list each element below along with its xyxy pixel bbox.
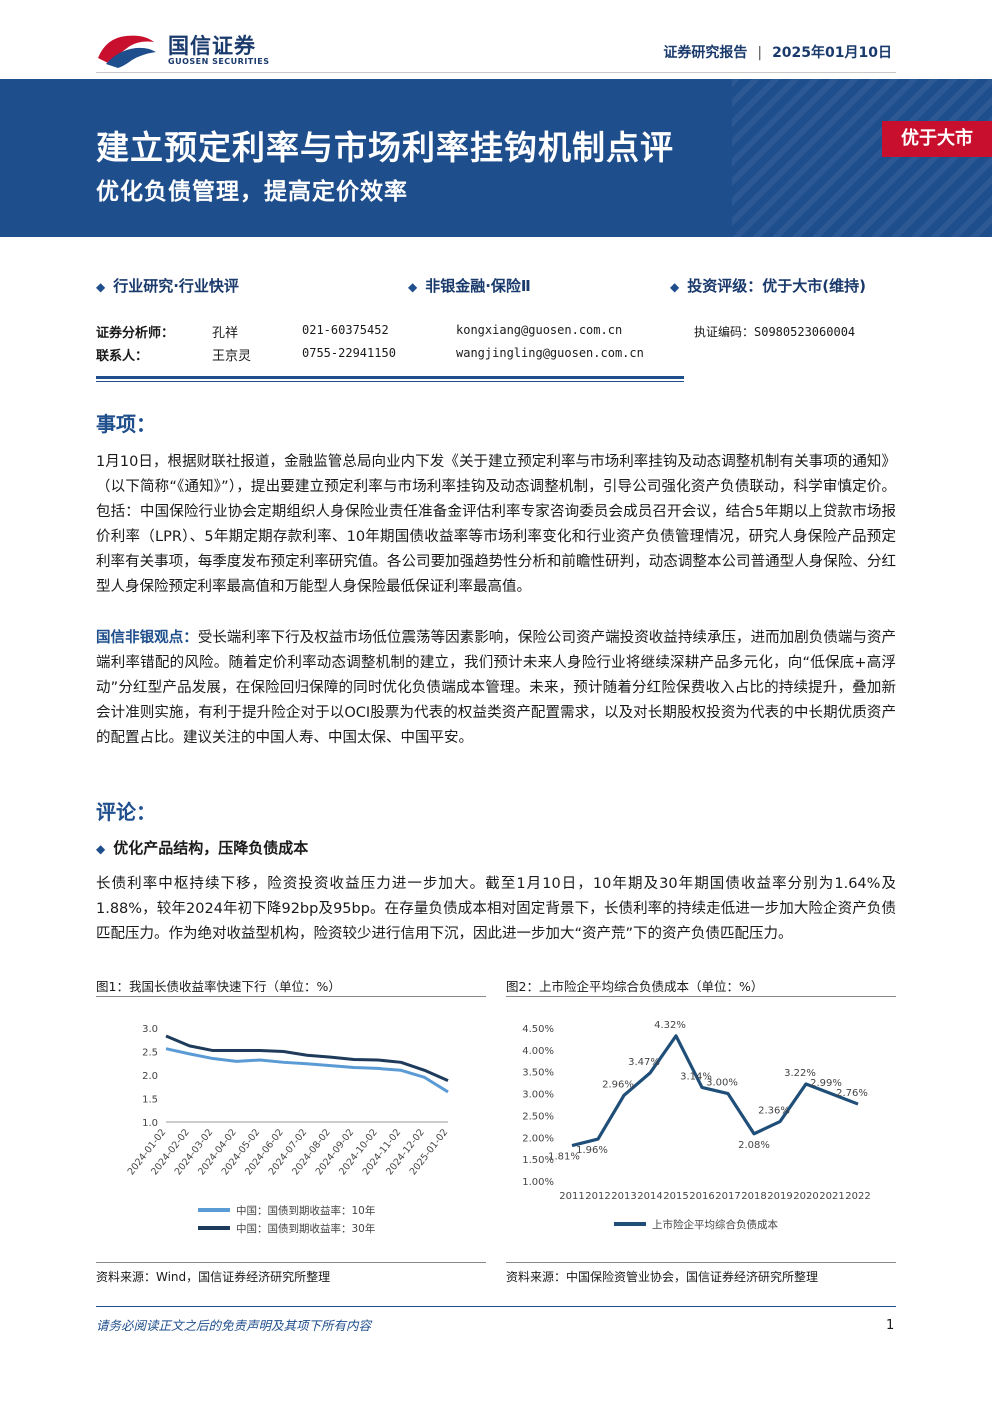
analyst-divider xyxy=(96,376,684,379)
contact-phone: 0755-22941150 xyxy=(302,346,396,360)
legend-label: 上市险企平均综合负债成本 xyxy=(652,1218,778,1231)
analyst-divider-thin xyxy=(96,381,684,382)
data-label: 2.36% xyxy=(758,1106,790,1117)
data-label: 2.99% xyxy=(810,1078,842,1089)
footer-divider xyxy=(96,1306,896,1307)
data-label: 3.47% xyxy=(628,1057,660,1068)
y-tick-label: 1.00% xyxy=(522,1177,554,1188)
diamond-icon: ◆ xyxy=(408,280,418,294)
y-tick-label: 1.5 xyxy=(142,1095,158,1106)
x-tick-label: 2021 xyxy=(819,1191,844,1202)
guosen-logo-icon xyxy=(98,35,156,68)
contact-email[interactable]: wangjingling@guosen.com.cn xyxy=(456,346,644,360)
figure1-source: 资料来源：Wind，国信证券经济研究所整理 xyxy=(96,1270,331,1284)
x-tick-label: 2020 xyxy=(793,1191,818,1202)
legend-label: 中国：国债到期收益率：10年 xyxy=(236,1204,375,1217)
figure2-chart: 4.50% 4.00% 3.50% 3.00% 2.50% 2.00% 1.50% 1.00%… xyxy=(522,1020,871,1231)
x-tick-label: 2019 xyxy=(767,1191,792,1202)
comment-bullet: ◆ 优化产品结构，压降负债成本 xyxy=(96,839,309,857)
data-label: 1.96% xyxy=(576,1145,608,1156)
view-paragraph: 国信非银观点：受长端利率下行及权益市场低位震荡等因素影响，保险公司资产端投资收益… xyxy=(96,626,896,751)
data-label: 2.96% xyxy=(602,1079,634,1090)
event-paragraph: 1月10日，根据财联社报道，金融监管总局向业内下发《关于建立预定利率与市场利率挂… xyxy=(96,454,896,595)
brand-name-en: GUOSEN SECURITIES xyxy=(168,57,270,66)
data-label: 3.22% xyxy=(784,1068,816,1079)
figure2-source: 资料来源：中国保险资管业协会，国信证券经济研究所整理 xyxy=(506,1270,819,1284)
x-tick-label: 2014 xyxy=(637,1191,662,1202)
series-line-1 xyxy=(165,1047,449,1094)
x-tick-label: 2011 xyxy=(559,1191,584,1202)
data-label: 2.08% xyxy=(738,1140,770,1151)
comment-paragraph: 长债利率中枢持续下移，险资投资收益压力进一步加大。截至1月10日，10年期及30… xyxy=(96,876,896,942)
x-tick-label: 2012 xyxy=(585,1191,610,1202)
x-tick-label: 2016 xyxy=(689,1191,714,1202)
analyst-cert: 执证编码：S0980523060004 xyxy=(694,325,856,339)
y-tick-label: 4.00% xyxy=(522,1046,554,1057)
figure1-title: 图1：我国长债收益率快速下行（单位：%） xyxy=(96,979,341,994)
data-label: 1.81% xyxy=(548,1152,580,1163)
category-rating: ◆ 投资评级：优于大市(维持) xyxy=(670,277,866,295)
y-tick-label: 2.50% xyxy=(522,1111,554,1122)
category-industry: ◆ 行业研究·行业快评 xyxy=(96,277,239,295)
data-label: 3.00% xyxy=(706,1078,738,1089)
footer-disclaimer[interactable]: 请务必阅读正文之后的免责声明及其项下所有内容 xyxy=(96,1318,372,1333)
report-meta: 证券研究报告 | 2025年01月10日 xyxy=(663,42,892,62)
y-tick-label: 2.00% xyxy=(522,1133,554,1144)
report-type: 证券研究报告 xyxy=(663,45,748,61)
comment-heading: 评论： xyxy=(96,800,156,824)
x-tick-label: 2022 xyxy=(845,1191,870,1202)
y-tick-label: 1.0 xyxy=(142,1118,158,1129)
y-tick-label: 2.0 xyxy=(142,1071,158,1082)
report-date: 2025年01月10日 xyxy=(772,45,892,61)
data-label: 2.76% xyxy=(836,1088,868,1099)
x-tick-label: 2018 xyxy=(741,1191,766,1202)
y-tick-label: 2.5 xyxy=(142,1048,158,1059)
data-label: 4.32% xyxy=(654,1020,686,1031)
x-tick-label: 2013 xyxy=(611,1191,636,1202)
y-tick-label: 1.50% xyxy=(522,1155,554,1166)
banner-pattern xyxy=(732,79,992,237)
analyst-email[interactable]: kongxiang@guosen.com.cn xyxy=(456,323,623,337)
report-subtitle: 优化负债管理，提高定价效率 xyxy=(96,179,408,205)
rating-badge: 优于大市 xyxy=(882,121,992,157)
series-line-1 xyxy=(571,1034,859,1148)
figure1-bottom-rule xyxy=(96,1262,486,1263)
analyst-phone: 021-60375452 xyxy=(302,323,389,337)
figure2-bottom-rule xyxy=(506,1262,896,1263)
analyst-role: 证券分析师： xyxy=(96,326,175,341)
series-line-2 xyxy=(165,1034,449,1083)
event-heading: 事项： xyxy=(96,412,156,436)
report-title: 建立预定利率与市场利率挂钩机制点评 xyxy=(96,128,674,167)
y-tick-label: 3.0 xyxy=(142,1024,158,1035)
diamond-icon: ◆ xyxy=(670,280,680,294)
y-tick-label: 4.50% xyxy=(522,1024,554,1035)
title-banner: 建立预定利率与市场利率挂钩机制点评 优化负债管理，提高定价效率 优于大市 xyxy=(0,79,992,237)
contact-role: 联系人： xyxy=(96,349,149,364)
figure2-title: 图2：上市险企平均综合负债成本（单位：%） xyxy=(506,979,764,994)
diamond-icon: ◆ xyxy=(96,842,106,856)
figure2-top-rule xyxy=(506,996,896,997)
separator: | xyxy=(757,45,763,61)
view-text: 受长端利率下行及权益市场低位震荡等因素影响，保险公司资产端投资收益持续承压，进而… xyxy=(96,630,896,746)
brand-name-cn: 国信证券 xyxy=(168,34,256,58)
x-tick-label: 2017 xyxy=(715,1191,740,1202)
header-divider xyxy=(96,72,896,73)
y-tick-label: 3.50% xyxy=(522,1068,554,1079)
data-label: 3.14% xyxy=(680,1071,712,1082)
y-tick-label: 3.00% xyxy=(522,1090,554,1101)
x-tick-label: 2015 xyxy=(663,1191,688,1202)
analyst-name: 孔祥 xyxy=(212,326,239,341)
legend-label: 中国：国债到期收益率：30年 xyxy=(236,1222,375,1235)
contact-name: 王京灵 xyxy=(212,349,252,364)
view-label: 国信非银观点： xyxy=(96,630,198,646)
figure1-chart: 3.02.52.01.51.02024-01-022024-02-022024-… xyxy=(126,1024,451,1235)
page-number: 1 xyxy=(886,1318,895,1333)
figure1-top-rule xyxy=(96,996,486,997)
category-sector: ◆ 非银金融·保险Ⅱ xyxy=(408,277,531,295)
diamond-icon: ◆ xyxy=(96,280,106,294)
